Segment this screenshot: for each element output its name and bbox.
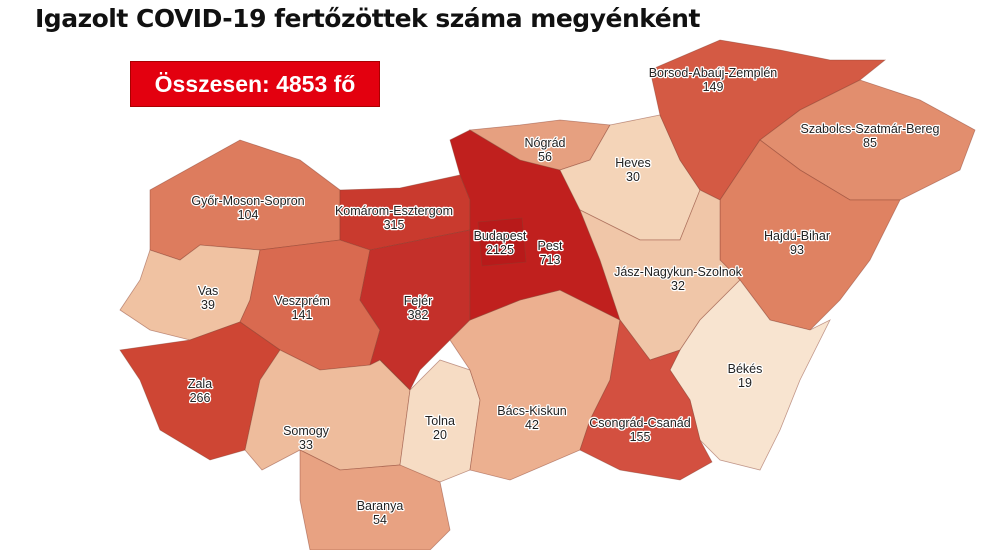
county-value: 149 [703,80,724,94]
county-budapest [477,217,527,267]
county-name: Bács-Kiskun [497,404,567,418]
county-value: 42 [525,418,539,432]
county-name: Veszprém [274,294,330,308]
total-cases-badge: Összesen: 4853 fő [130,61,380,107]
county-label-hajdu-bihar: Hajdú-Bihar 93 [764,229,830,257]
county-label-nograd: Nógrád 56 [525,136,566,164]
county-name: Pest [537,239,563,253]
county-label-komarom-esztergom: Komárom-Esztergom 315 [335,204,453,232]
county-value: 20 [433,428,447,442]
county-value: 32 [671,279,685,293]
county-csongrad-csanad [579,319,713,481]
county-label-csongrad-csanad: Csongrád-Csanád 155 [589,416,690,444]
county-value: 56 [538,150,552,164]
county-value: 382 [408,308,429,322]
county-label-veszprem: Veszprém 141 [274,294,330,322]
county-label-borsod-abauj-zemplen: Borsod-Abaúj-Zemplén 149 [649,66,778,94]
county-label-baranya: Baranya 54 [357,499,404,527]
county-label-bacs-kiskun: Bács-Kiskun 42 [497,404,567,432]
map-title: Igazolt COVID-19 fertőzöttek száma megyé… [35,4,700,33]
county-label-bekes: Békés 19 [728,362,763,390]
county-value: 713 [540,253,561,267]
county-name: Borsod-Abaúj-Zemplén [649,66,778,80]
county-value: 54 [373,513,387,527]
county-value: 30 [626,170,640,184]
county-name: Zala [188,377,212,391]
county-name: Szabolcs-Szatmár-Bereg [801,122,940,136]
county-value: 155 [630,430,651,444]
county-name: Komárom-Esztergom [335,204,453,218]
county-name: Nógrád [525,136,566,150]
county-label-fejer: Fejér 382 [404,294,432,322]
county-label-budapest: Budapest 2125 [474,229,527,257]
county-name: Békés [728,362,763,376]
county-fejer [359,229,471,391]
county-baranya [299,449,451,550]
county-value: 2125 [486,243,514,257]
county-name: Csongrád-Csanád [589,416,690,430]
county-value: 104 [238,208,259,222]
county-value: 141 [292,308,313,322]
county-label-tolna: Tolna 20 [425,414,455,442]
county-label-vas: Vas 39 [198,284,219,312]
county-label-gyor-moson-sopron: Győr-Moson-Sopron 104 [191,194,304,222]
county-name: Somogy [283,424,330,438]
county-name: Fejér [404,294,432,308]
county-value: 266 [190,391,211,405]
county-label-pest: Pest 713 [537,239,563,267]
county-name: Győr-Moson-Sopron [191,194,304,208]
county-label-heves: Heves 30 [615,156,650,184]
county-name: Tolna [425,414,455,428]
county-value: 85 [863,136,877,150]
county-value: 39 [201,298,215,312]
county-name: Jász-Nagykun-Szolnok [614,265,743,279]
county-name: Baranya [357,499,404,513]
county-label-szabolcs-szatmar-bereg: Szabolcs-Szatmár-Bereg 85 [801,122,940,150]
county-name: Hajdú-Bihar [764,229,830,243]
county-value: 19 [738,376,752,390]
county-label-somogy: Somogy 33 [283,424,330,452]
county-value: 33 [299,438,313,452]
county-name: Heves [615,156,650,170]
county-value: 315 [384,218,405,232]
county-name: Vas [198,284,219,298]
county-label-zala: Zala 266 [188,377,212,405]
county-value: 93 [790,243,804,257]
county-name: Budapest [474,229,527,243]
county-label-jasz-nagykun-szolnok: Jász-Nagykun-Szolnok 32 [614,265,743,293]
